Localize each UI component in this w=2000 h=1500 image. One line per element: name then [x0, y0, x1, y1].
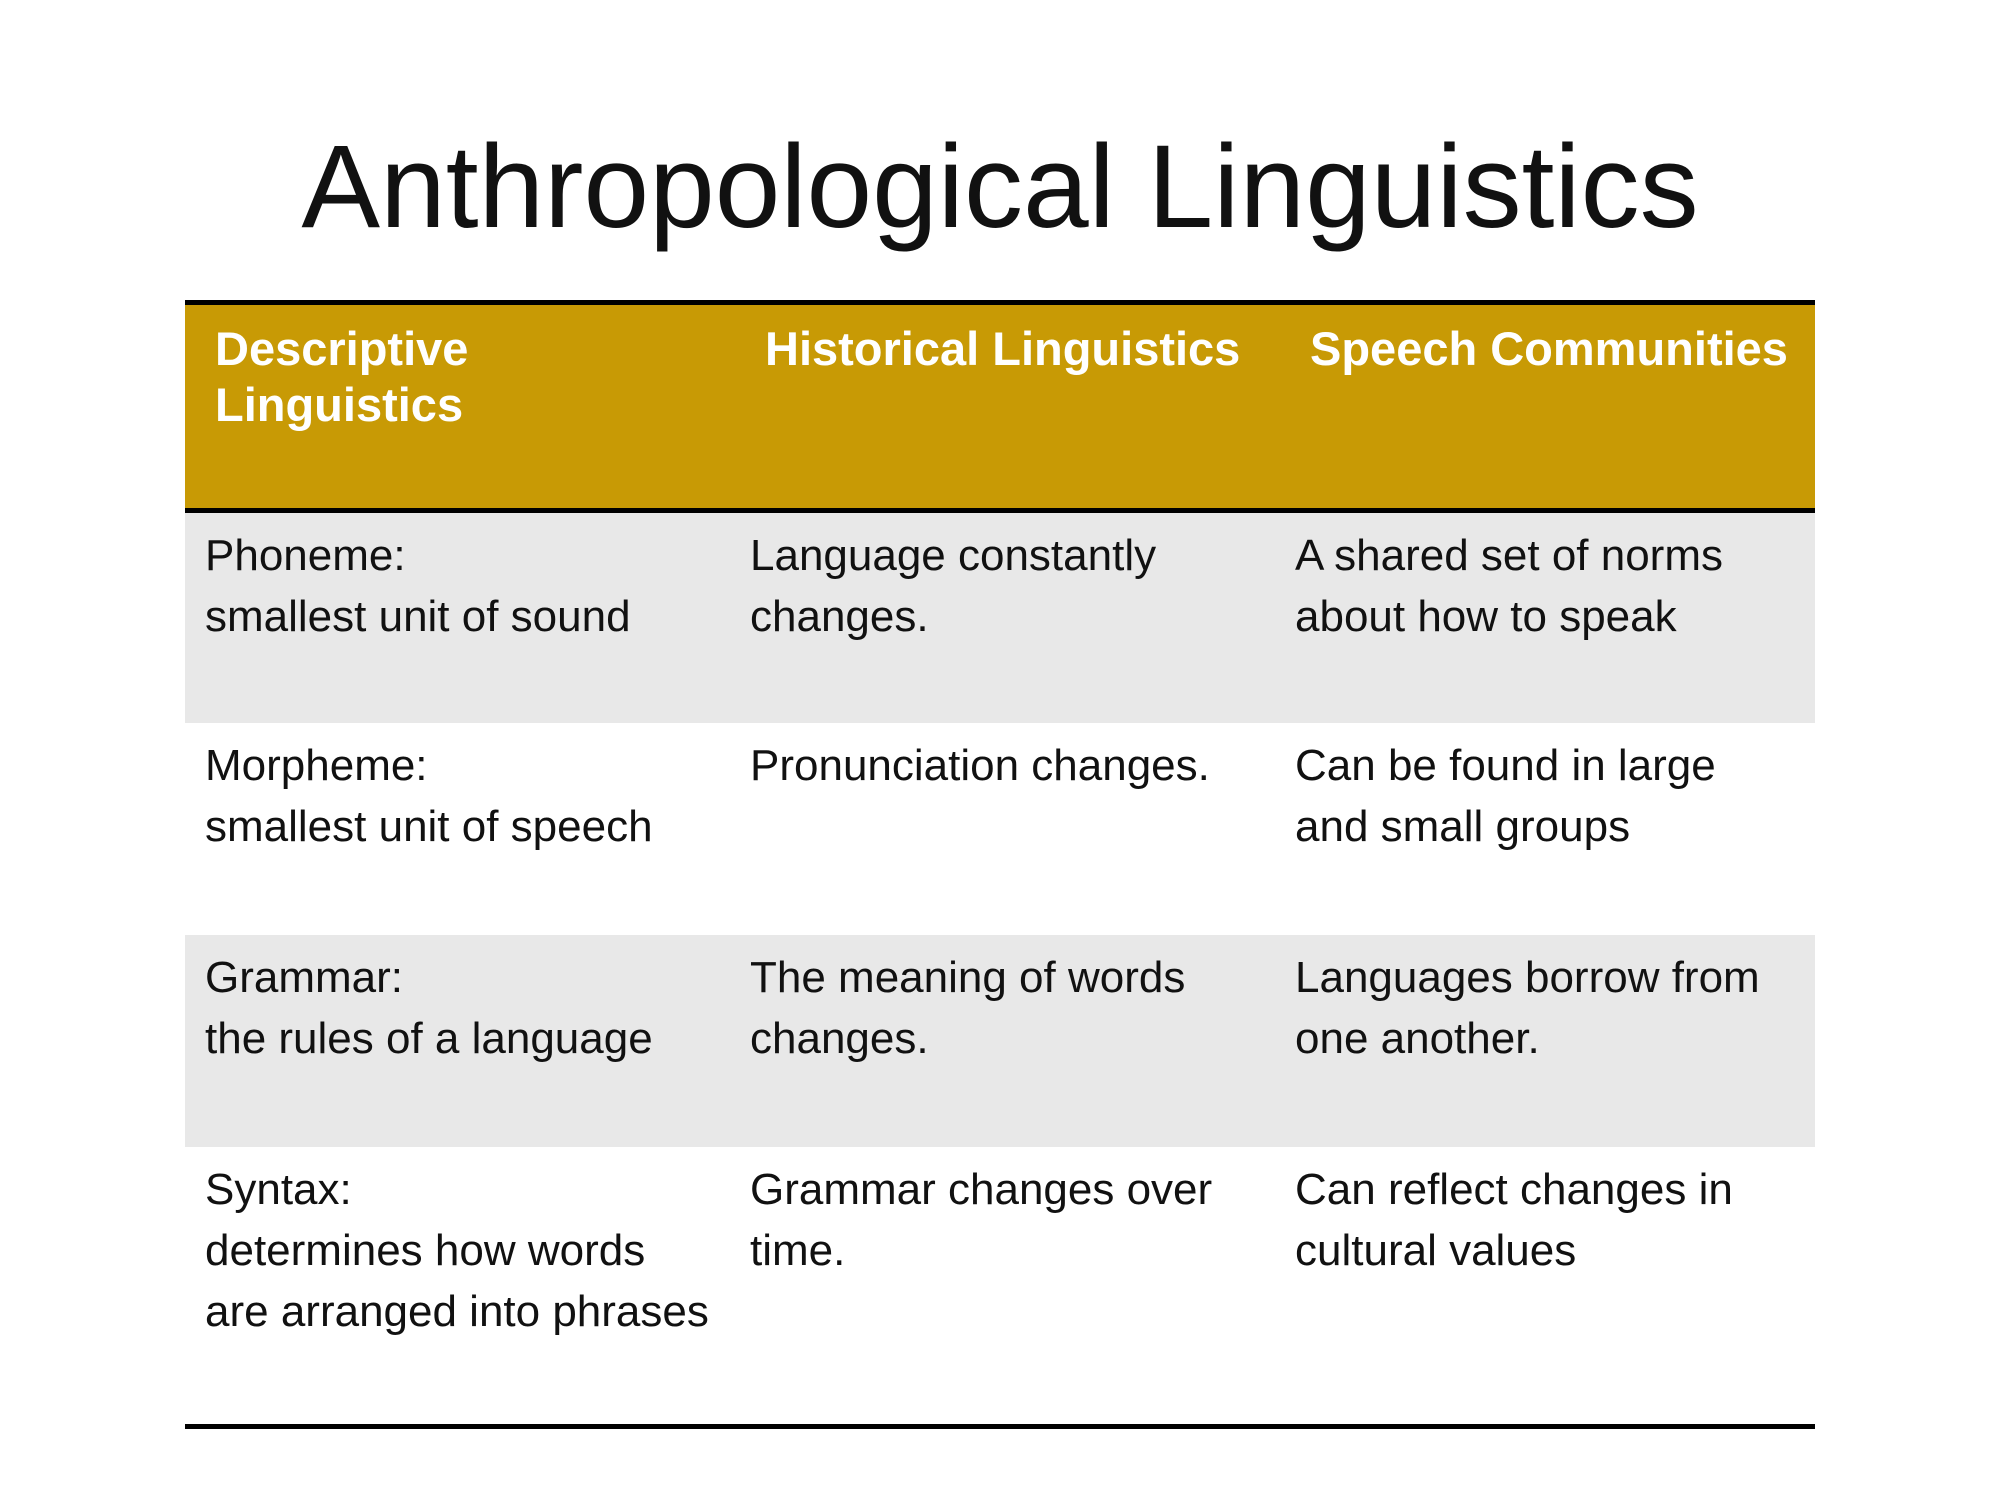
table-row: Phoneme: smallest unit of sound Language…: [185, 510, 1815, 723]
term-definition: smallest unit of speech: [205, 801, 653, 851]
term-definition: the rules of a language: [205, 1013, 653, 1063]
table-row: Morpheme: smallest unit of speech Pronun…: [185, 722, 1815, 935]
cell-descriptive: Morpheme: smallest unit of speech: [185, 722, 730, 935]
table-row: Syntax: determines how words are arrange…: [185, 1146, 1815, 1429]
term-label: Grammar:: [205, 952, 403, 1002]
term-definition: smallest unit of sound: [205, 592, 631, 641]
comparison-table-container: Descriptive Linguistics Historical Lingu…: [185, 300, 1815, 1429]
comparison-table: Descriptive Linguistics Historical Lingu…: [185, 300, 1815, 1429]
cell-descriptive: Grammar: the rules of a language: [185, 934, 730, 1147]
cell-descriptive: Phoneme: smallest unit of sound: [185, 510, 730, 723]
cell-historical: Pronunciation changes.: [730, 722, 1275, 935]
cell-speech: Can be found in large and small groups: [1275, 722, 1815, 935]
cell-speech: Can reflect changes in cultural values: [1275, 1146, 1815, 1429]
cell-speech: Languages borrow from one another.: [1275, 934, 1815, 1147]
cell-historical: Grammar changes over time.: [730, 1146, 1275, 1429]
term-label: Morpheme:: [205, 740, 428, 790]
table-row: Grammar: the rules of a language The mea…: [185, 934, 1815, 1147]
header-historical-linguistics: Historical Linguistics: [730, 300, 1275, 513]
table-header: Descriptive Linguistics Historical Lingu…: [185, 300, 1815, 513]
header-speech-communities: Speech Communities: [1275, 300, 1815, 513]
term-label: Syntax:: [205, 1164, 352, 1214]
slide-title: Anthropological Linguistics: [301, 121, 1699, 253]
table-body: Phoneme: smallest unit of sound Language…: [185, 510, 1815, 1429]
cell-descriptive: Syntax: determines how words are arrange…: [185, 1146, 730, 1429]
term-label: Phoneme:: [205, 531, 406, 580]
cell-historical: The meaning of words changes.: [730, 934, 1275, 1147]
cell-historical: Language constantly changes.: [730, 510, 1275, 723]
header-descriptive-linguistics: Descriptive Linguistics: [185, 300, 730, 513]
header-row: Descriptive Linguistics Historical Lingu…: [185, 300, 1815, 513]
term-definition: determines how words are arranged into p…: [205, 1225, 709, 1336]
cell-speech: A shared set of norms about how to speak: [1275, 510, 1815, 723]
